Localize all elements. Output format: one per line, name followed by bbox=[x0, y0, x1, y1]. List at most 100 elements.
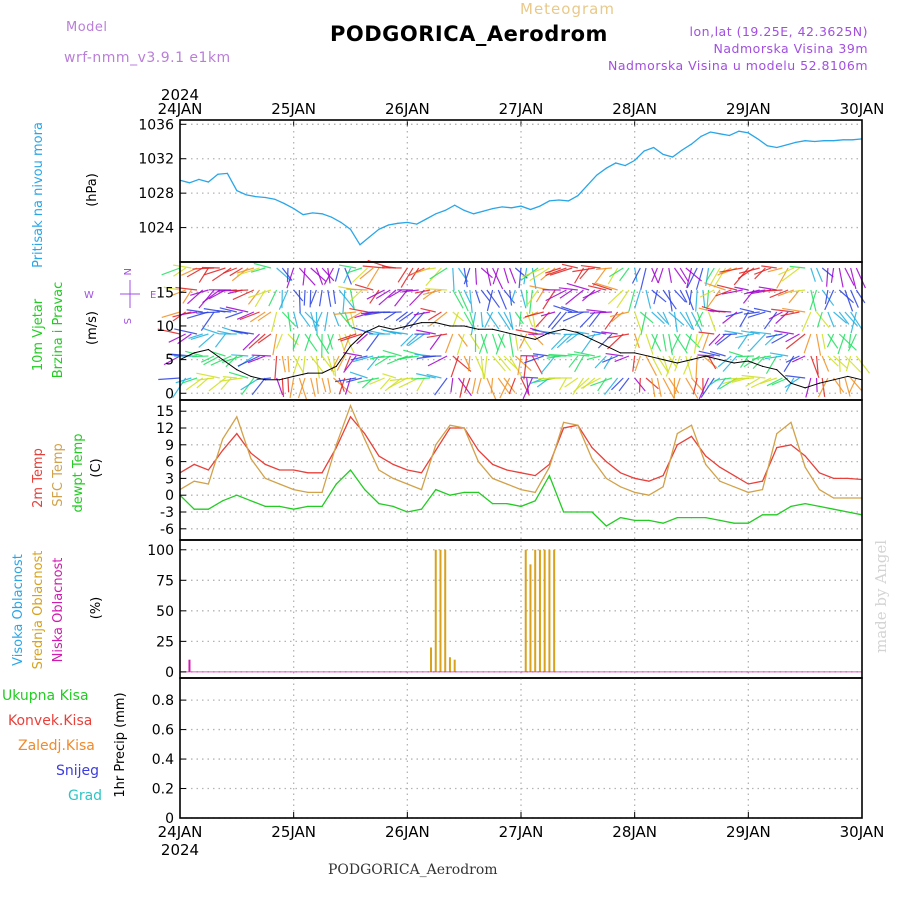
wind-barb bbox=[173, 265, 191, 268]
wind-barb bbox=[729, 352, 743, 356]
wind-barb bbox=[759, 287, 777, 290]
x-tick-label: 28JAN bbox=[612, 100, 657, 118]
data-point bbox=[662, 486, 663, 487]
precip-ylabel: 1hr Precip (mm) bbox=[113, 692, 128, 797]
wind-barb bbox=[428, 312, 441, 320]
wind-barb bbox=[328, 378, 331, 393]
data-point bbox=[842, 139, 843, 140]
precip-panel: 0 0.2 0.4 0.6 0.8 bbox=[152, 678, 862, 827]
data-point bbox=[591, 447, 592, 448]
data-point bbox=[620, 352, 621, 353]
data-point bbox=[620, 472, 621, 473]
data-point bbox=[847, 497, 848, 498]
wind-barb bbox=[559, 288, 578, 290]
data-point bbox=[535, 500, 536, 501]
data-point bbox=[407, 325, 408, 326]
data-point bbox=[307, 472, 308, 473]
data-point bbox=[506, 503, 507, 504]
wind-barb bbox=[817, 334, 821, 356]
wind-barb bbox=[519, 312, 521, 326]
wind-barb bbox=[346, 289, 367, 290]
wind-barb bbox=[311, 378, 316, 397]
wind-barb bbox=[640, 312, 653, 323]
wind-barb bbox=[593, 268, 606, 286]
data-point bbox=[492, 503, 493, 504]
data-point bbox=[577, 332, 578, 333]
wind-barb bbox=[231, 355, 248, 356]
data-point bbox=[681, 150, 682, 151]
y-tick-label: 5 bbox=[165, 353, 174, 369]
data-point bbox=[648, 495, 649, 496]
wind-barb bbox=[523, 378, 532, 399]
data-point bbox=[776, 147, 777, 148]
data-point bbox=[762, 489, 763, 490]
data-point bbox=[388, 224, 389, 225]
data-point bbox=[274, 199, 275, 200]
data-point bbox=[790, 383, 791, 384]
data-point bbox=[492, 329, 493, 330]
data-point bbox=[492, 208, 493, 209]
wind-barb bbox=[322, 378, 326, 392]
data-point bbox=[762, 514, 763, 515]
data-point bbox=[734, 362, 735, 363]
wind-barb bbox=[345, 268, 352, 284]
wind-barb bbox=[382, 374, 396, 378]
wind-barb bbox=[697, 334, 703, 347]
wind-barb bbox=[305, 334, 311, 351]
wind-barb bbox=[500, 378, 510, 398]
wind-barb bbox=[785, 376, 805, 378]
data-point bbox=[634, 520, 635, 521]
wind-barb bbox=[784, 356, 794, 372]
data-point bbox=[217, 174, 218, 175]
wind-barb bbox=[639, 378, 640, 393]
data-point bbox=[805, 455, 806, 456]
data-point bbox=[776, 433, 777, 434]
data-point bbox=[198, 179, 199, 180]
y-tick-label: 25 bbox=[156, 634, 174, 650]
data-point bbox=[393, 329, 394, 330]
wind-barb bbox=[240, 312, 260, 320]
wind-barb bbox=[417, 378, 424, 391]
wind-barb bbox=[770, 353, 788, 356]
data-point bbox=[549, 475, 550, 476]
wind-barb bbox=[238, 356, 260, 366]
compass-n: N bbox=[121, 268, 132, 275]
wind-barb bbox=[790, 266, 805, 268]
wind-barb bbox=[471, 312, 475, 335]
precip-legend: Ukupna KisaKonvek.KisaZaledj.KisaSnijegG… bbox=[2, 688, 102, 804]
meteogram-chart: 2024 24JAN 25JAN 26JAN 27JAN 28JAN 29JAN 30JAN… bbox=[0, 0, 900, 900]
wind-barb bbox=[225, 312, 242, 318]
data-point bbox=[648, 520, 649, 521]
data-point bbox=[449, 325, 450, 326]
data-point bbox=[208, 181, 209, 182]
data-point bbox=[265, 197, 266, 198]
data-point bbox=[421, 509, 422, 510]
wind-barb bbox=[470, 334, 479, 349]
data-point bbox=[748, 492, 749, 493]
wind-barb bbox=[383, 350, 402, 356]
data-point bbox=[279, 483, 280, 484]
bottom-year-label: 2024 bbox=[161, 841, 199, 859]
data-point bbox=[307, 372, 308, 373]
data-point bbox=[464, 427, 465, 428]
y-tick-label: -6 bbox=[160, 522, 174, 538]
data-point bbox=[421, 322, 422, 323]
data-point bbox=[416, 224, 417, 225]
x-tick-label: 29JAN bbox=[726, 100, 771, 118]
wind-barb bbox=[287, 268, 288, 282]
wind-barb bbox=[851, 268, 856, 289]
data-point bbox=[378, 325, 379, 326]
data-point bbox=[222, 359, 223, 360]
data-point bbox=[662, 359, 663, 360]
data-point bbox=[378, 503, 379, 504]
data-point bbox=[307, 506, 308, 507]
data-point bbox=[535, 492, 536, 493]
wind-barb bbox=[663, 378, 674, 398]
wind-barb bbox=[254, 264, 271, 268]
wind-barb bbox=[703, 334, 709, 350]
wind-barb bbox=[856, 268, 865, 288]
data-point bbox=[606, 525, 607, 526]
temperature-panel: -6-303691215 bbox=[156, 400, 862, 540]
wind-barb bbox=[589, 312, 600, 327]
x-tick-label: 27JAN bbox=[499, 100, 544, 118]
